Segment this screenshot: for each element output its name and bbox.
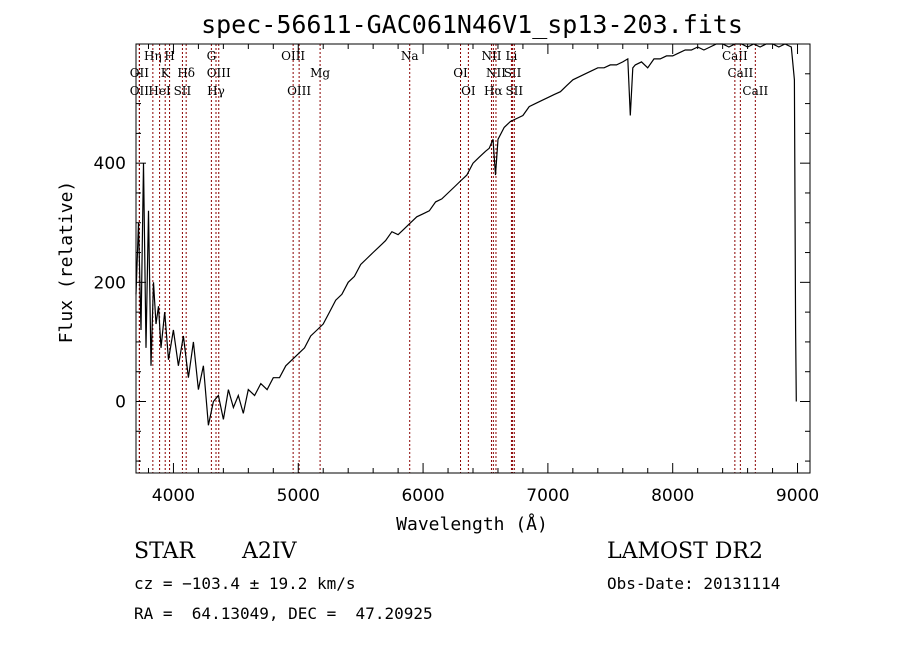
spectral-line-label: OIII	[281, 49, 305, 63]
spectral-line-label: Li	[506, 49, 518, 63]
x-tick-label: 7000	[526, 486, 569, 506]
spectral-line-label: Hη	[144, 49, 162, 63]
x-tick-label: 5000	[277, 486, 320, 506]
y-axis-label: Flux (relative)	[56, 181, 77, 344]
redshift-velocity: cz = −103.4 ± 19.2 km/s	[134, 574, 356, 593]
y-tick-label: 200	[94, 273, 126, 293]
spectral-line-label: Mg	[310, 66, 330, 80]
x-tick-label: 8000	[651, 486, 694, 506]
spectral-line-label: SII	[505, 84, 523, 98]
spectral-line-label: CaII	[722, 49, 748, 63]
spectral-line-label: Na	[401, 49, 419, 63]
coordinates: RA = 64.13049, DEC = 47.20925	[134, 604, 433, 623]
spectral-line-label: NII	[481, 49, 501, 63]
spectral-line-label: Hγ	[207, 84, 225, 98]
spectral-line-label: OI	[453, 66, 468, 80]
x-tick-label: 4000	[152, 486, 195, 506]
spectral-line-label: NII	[486, 66, 506, 80]
spectral-line-label: OII	[130, 84, 150, 98]
y-tick-label: 400	[94, 154, 126, 174]
spectral-line-label: SII	[504, 66, 522, 80]
spectral-line-label: Hδ	[177, 66, 195, 80]
spectral-line-label: SII	[174, 84, 192, 98]
y-tick-label: 0	[115, 393, 126, 413]
x-tick-label: 6000	[401, 486, 444, 506]
observation-date: Obs-Date: 20131114	[607, 574, 781, 593]
spectral-line-label: G	[207, 49, 217, 63]
spectral-line-label: CaII	[742, 84, 768, 98]
plot-frame	[135, 43, 811, 474]
object-subclass: A2IV	[242, 539, 297, 564]
axis-ticks-layer: 4000 5000 6000 7000 8000 9000 0 200 400	[94, 44, 819, 506]
spectral-line-label: H	[164, 49, 174, 63]
object-class: STAR	[134, 539, 195, 564]
spectral-line-label: OIII	[207, 66, 231, 80]
spectral-line-label: Hα	[484, 84, 503, 98]
spectrum-series-layer	[135, 43, 797, 426]
spectral-line-label: OIII	[287, 84, 311, 98]
spectral-line-label: OI	[461, 84, 476, 98]
spectrum-line	[135, 43, 797, 426]
x-axis-label: Wavelength (Å)	[396, 513, 548, 535]
x-tick-label: 9000	[776, 486, 819, 506]
survey-name: LAMOST DR2	[607, 539, 763, 564]
chart-title: spec-56611-GAC061N46V1_sp13-203.fits	[201, 10, 743, 39]
spectral-line-label: CaII	[727, 66, 753, 80]
spectral-line-label: K	[161, 66, 171, 80]
spectral-line-label: HeI	[148, 84, 171, 98]
